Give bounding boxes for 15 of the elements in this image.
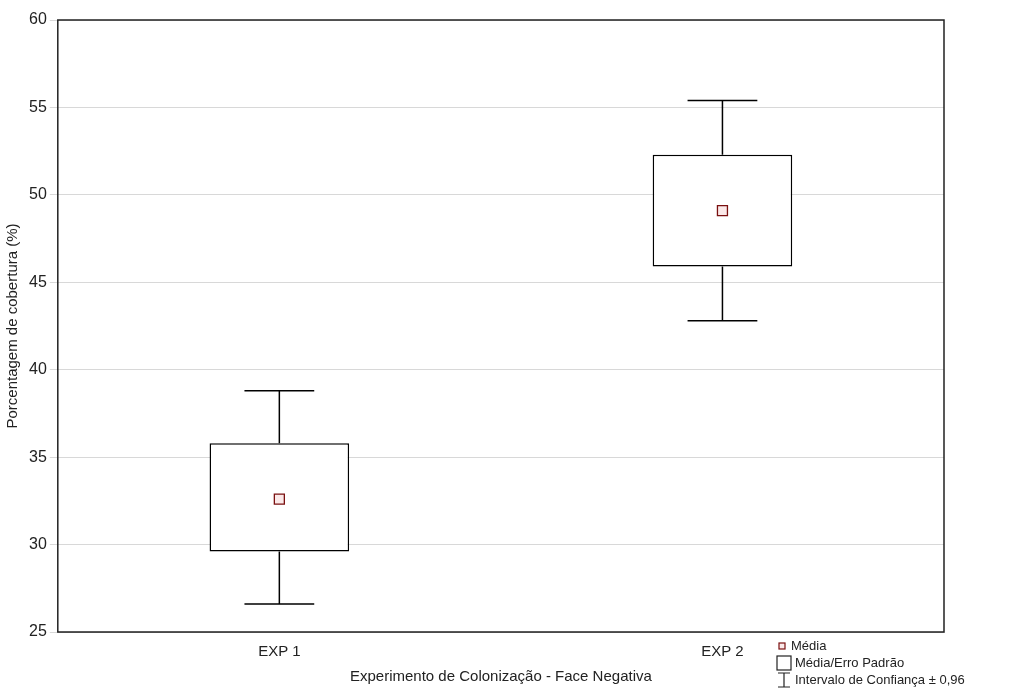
y-tick-label: 45 bbox=[29, 272, 47, 290]
y-axis-title: Porcentagem de cobertura (%) bbox=[3, 223, 21, 429]
text: Média bbox=[791, 637, 827, 654]
y-tick-label: 60 bbox=[29, 10, 47, 28]
y-tick-label: 35 bbox=[29, 447, 47, 465]
y-tick-label: 55 bbox=[29, 97, 47, 115]
y-tick-label: 30 bbox=[29, 534, 47, 552]
y-tick-label: 50 bbox=[29, 185, 47, 203]
x-tick-label: EXP 2 bbox=[701, 642, 744, 660]
x-tick-label: EXP 1 bbox=[258, 642, 301, 660]
x-axis-title: Experimento de Colonização - Face Negativa bbox=[349, 667, 653, 685]
y-tick-label: 25 bbox=[29, 622, 47, 640]
text: Intervalo de Confiança ± 0,96 bbox=[795, 671, 965, 688]
y-tick-label: 40 bbox=[29, 360, 47, 378]
text: Média/Erro Padrão bbox=[795, 654, 905, 671]
